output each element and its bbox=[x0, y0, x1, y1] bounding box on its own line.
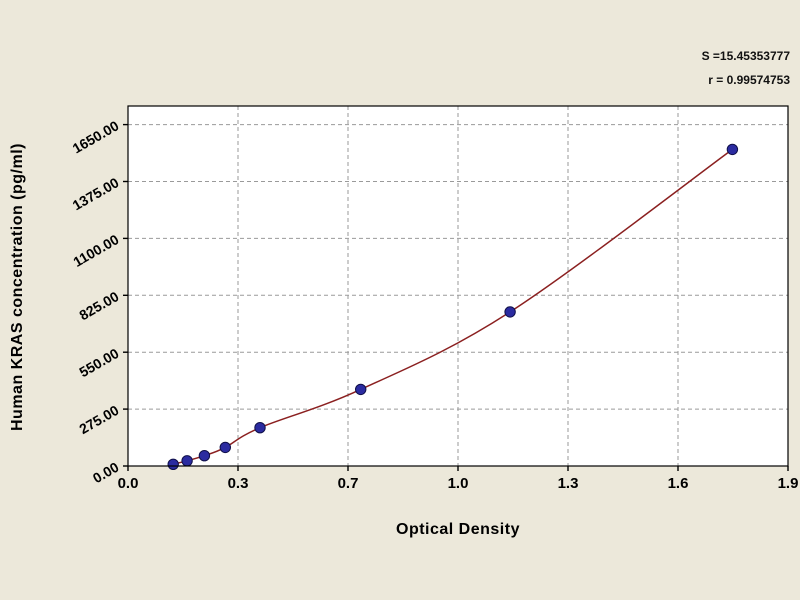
fit-curve bbox=[173, 148, 733, 466]
plot-frame bbox=[127, 105, 789, 467]
axis-ticks bbox=[123, 123, 789, 471]
y-tick-label: 1650.00 bbox=[70, 117, 122, 156]
plot-area bbox=[128, 106, 788, 466]
s-statistic: S =15.45353777 bbox=[702, 49, 791, 63]
data-point bbox=[254, 422, 266, 434]
r-statistic: r = 0.99574753 bbox=[708, 73, 790, 87]
data-point bbox=[181, 455, 193, 467]
x-tick-label: 0.7 bbox=[338, 475, 359, 492]
data-points bbox=[167, 143, 739, 470]
x-tick-label: 1.6 bbox=[668, 475, 689, 492]
data-point bbox=[219, 441, 232, 454]
x-tick-label: 0.3 bbox=[228, 475, 249, 492]
x-tick-label: 1.0 bbox=[448, 475, 469, 492]
y-tick-label: 1100.00 bbox=[70, 231, 121, 270]
x-axis-title: Optical Density bbox=[396, 521, 520, 538]
x-tick-label: 0.0 bbox=[118, 475, 139, 492]
data-point bbox=[726, 143, 739, 156]
data-point bbox=[504, 306, 516, 318]
y-axis-title: Human KRAS concentration (pg/ml) bbox=[9, 143, 26, 431]
gridlines bbox=[128, 106, 788, 466]
data-point bbox=[167, 458, 179, 470]
y-tick-label: 275.00 bbox=[76, 402, 121, 437]
y-tick-label: 825.00 bbox=[76, 288, 121, 323]
x-tick-label: 1.3 bbox=[558, 475, 579, 492]
data-point bbox=[198, 450, 211, 462]
x-tick-label: 1.9 bbox=[778, 475, 799, 492]
data-point bbox=[355, 383, 367, 396]
y-tick-label: 550.00 bbox=[76, 345, 121, 380]
y-tick-label: 1375.00 bbox=[70, 174, 122, 213]
